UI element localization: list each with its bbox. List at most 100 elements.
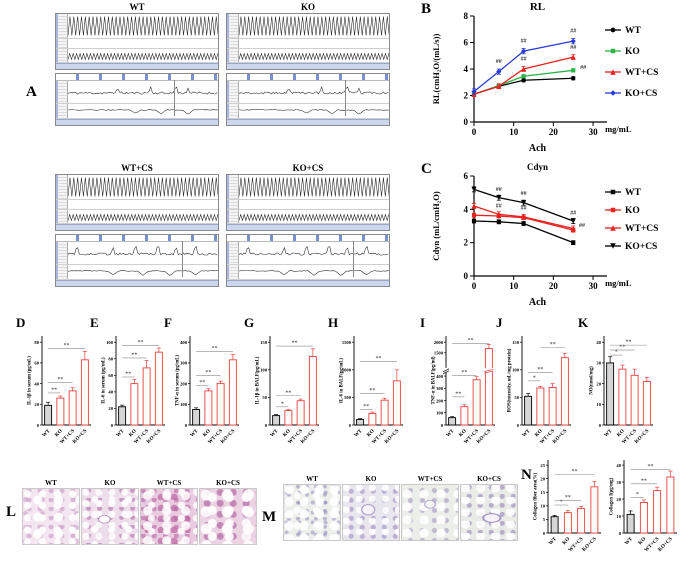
svg-text:##: ## [570,210,576,216]
pressure-trace-waveform [239,52,389,61]
svg-text:Collagen fiber area(%): Collagen fiber area(%) [534,472,539,520]
he-wt-image [22,488,80,545]
masson-wt-cs: WT+CS [401,475,459,541]
svg-text:**: ** [285,390,291,396]
svg-text:IL-6 in BALF(pg/mL): IL-6 in BALF(pg/mL) [340,358,345,403]
rl-trace-waveform [68,86,218,95]
he-ko-cs-label: KO+CS [216,479,240,487]
he-wt-cs-label: WT+CS [156,479,182,487]
pressure-trace [227,49,389,63]
svg-text:KO: KO [128,428,138,438]
ruler-strip [56,235,218,242]
svg-text:80: 80 [34,340,39,345]
panel-label-N: N [521,467,532,483]
svg-text:60: 60 [108,373,113,378]
svg-text:KO: KO [616,428,626,438]
svg-text:WT: WT [353,428,364,439]
svg-text:300: 300 [180,361,188,366]
svg-text:KO: KO [637,536,647,546]
scale-gutter [56,200,68,209]
scrollbar[interactable] [227,224,389,230]
svg-text:WT: WT [625,188,642,198]
panel-label-M: M [262,509,277,525]
cdyn-trace [227,104,389,119]
scrollbar[interactable] [227,119,389,125]
svg-text:20: 20 [549,127,559,137]
svg-text:WT: WT [445,428,456,439]
svg-text:8: 8 [464,11,469,21]
scrollbar[interactable] [227,63,389,69]
pressure-trace-waveform [239,213,389,222]
cursor-line[interactable] [353,241,355,277]
svg-text:mg/mL: mg/mL [605,124,632,134]
svg-text:**: ** [537,367,543,373]
masson-ko-label: KO [365,475,377,483]
svg-text:##: ## [521,205,527,211]
svg-text:WT+CS: WT+CS [625,68,658,78]
svg-text:500: 500 [344,395,352,400]
blank-trace-waveform [68,200,218,209]
flow-trace-waveform [239,177,389,197]
cursor-line[interactable] [345,80,347,116]
scale-gutter [56,242,68,264]
recording-wt: WT [55,2,219,129]
svg-text:100: 100 [260,368,268,373]
svg-text:**: ** [125,371,131,377]
svg-text:20: 20 [596,381,601,386]
svg-text:##: ## [521,56,527,62]
scrollbar[interactable] [227,280,389,286]
panel-label-K: K [578,315,589,330]
svg-text:**: ** [292,341,298,347]
panel-label-B: B [421,1,432,17]
panel-E: E 0 20 40 60 80 100 IL-6 in serum (pg/mL) WT KO WT… [90,316,168,452]
svg-text:WT: WT [269,428,280,439]
he-wt-label: WT [45,479,57,487]
scrollbar[interactable] [56,119,218,125]
svg-text:WT: WT [625,26,642,36]
svg-text:WT+CS: WT+CS [625,224,658,234]
svg-text:300: 300 [436,386,444,391]
svg-text:0: 0 [543,531,546,536]
panel-F: F 0 100 200 300 400 TNF-α in serum (pg/mL) WT KO… [164,316,242,452]
no-bar-chart: 0 10 20 30 40 NO(nmol/mg) WT KO WT+CS KO+CS * ** ** [582,326,656,452]
cursor-line[interactable] [174,80,176,116]
scrollbar[interactable] [56,224,218,230]
svg-text:50: 50 [262,395,267,400]
scrollbar[interactable] [56,63,218,69]
svg-text:**: ** [648,464,654,470]
svg-text:KO: KO [458,428,468,438]
svg-text:4: 4 [464,204,469,214]
rl-trace [227,242,389,265]
svg-text:5: 5 [543,517,546,522]
panel-H: H 0 500 1000 1500 IL-6 in BALF(pg/mL) WT KO WT+C… [328,316,406,452]
he-wt: WT [22,479,80,545]
scrollbar[interactable] [56,280,218,286]
scale-gutter [56,175,68,199]
svg-text:IL-1β in serum (pg/mL): IL-1β in serum (pg/mL) [28,356,33,405]
blank-trace-waveform [239,39,389,48]
svg-text:2: 2 [464,91,469,101]
tnfa-balf-bar-chart: 0 100 200 300 400 1500 2000 TNF-α in BALF(pg/ml… [424,326,498,452]
recording-window-bottom [55,73,219,126]
svg-text:**: ** [376,356,382,362]
svg-text:*: * [281,401,284,407]
rl-trace-waveform [239,245,389,256]
flow-trace-waveform [68,16,218,36]
svg-text:KO: KO [625,206,640,216]
svg-text:0: 0 [619,531,622,536]
scale-gutter [227,175,239,199]
rl-trace-waveform [239,85,389,95]
svg-text:**: ** [131,352,137,358]
panel-G: G 0 50 100 150 IL-1β in BALF(pg/mL) WT KO WT+CS K… [244,316,322,452]
panel-label-I: I [420,315,426,330]
svg-text:IL-1β in BALF(pg/mL): IL-1β in BALF(pg/mL) [256,356,261,404]
scale-gutter [227,81,239,103]
svg-text:Ach: Ach [529,297,547,308]
cursor-line[interactable] [182,241,184,277]
rl-trace-waveform [68,245,218,256]
il1b-balf-bar-chart: 0 50 100 150 IL-1β in BALF(pg/mL) WT KO WT+CS KO… [248,326,322,452]
